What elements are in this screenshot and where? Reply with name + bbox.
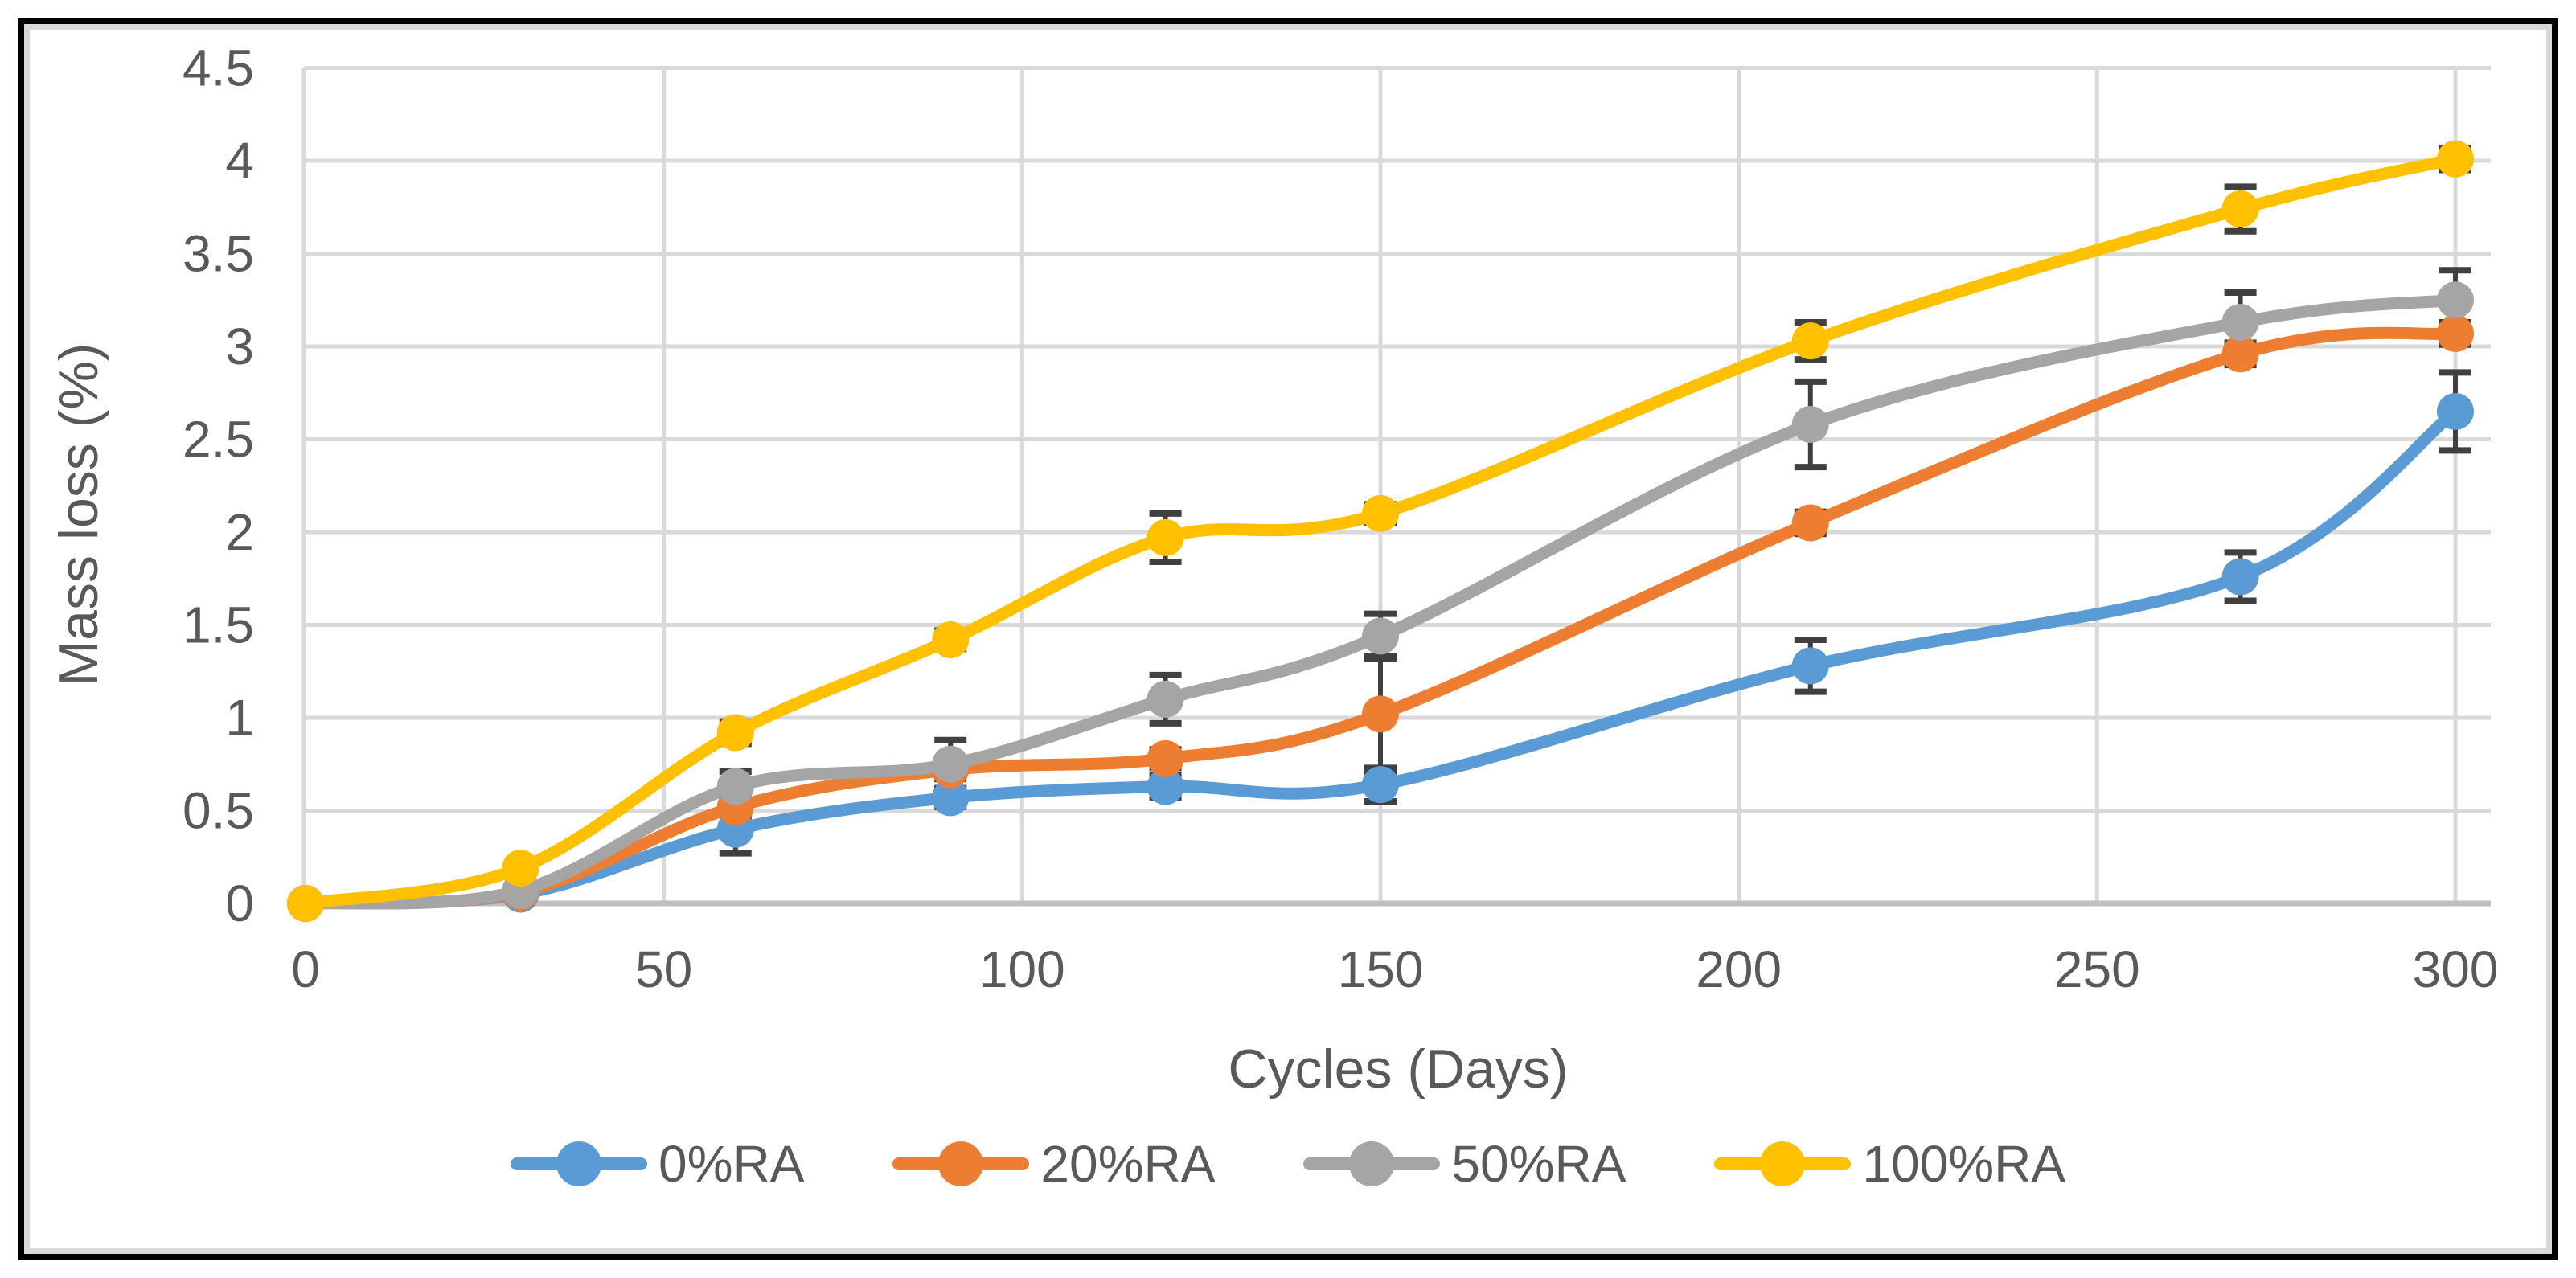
series-line-100%RA	[299, 153, 2462, 910]
series-line-0%RA	[299, 405, 2462, 910]
outer-frame-border	[18, 18, 2558, 1260]
y-tick-label: 2	[225, 503, 254, 561]
data-point-50%RA	[1146, 680, 1184, 718]
x-tick-label: 250	[2054, 940, 2140, 998]
data-point-50%RA	[1791, 406, 1829, 444]
data-point-20%RA	[1361, 695, 1399, 733]
y-tick-label: 3.5	[183, 225, 254, 283]
y-tick-label: 2.5	[183, 411, 254, 469]
x-tick-label: 150	[1338, 940, 1424, 998]
data-point-0%RA	[2221, 558, 2259, 596]
data-point-100%RA	[1146, 518, 1184, 556]
series-line-50%RA	[299, 293, 2462, 910]
data-point-20%RA	[1146, 739, 1184, 777]
y-tick-label: 0	[225, 875, 254, 932]
y-tick-label: 4	[225, 132, 254, 190]
data-point-100%RA	[1791, 322, 1829, 360]
data-point-50%RA	[716, 768, 754, 805]
data-point-20%RA	[2436, 314, 2474, 352]
data-point-100%RA	[287, 885, 324, 922]
data-point-100%RA	[1361, 494, 1399, 532]
legend-marker-20ra-icon	[892, 1141, 1030, 1186]
data-point-0%RA	[932, 779, 970, 817]
x-tick-label: 200	[1696, 940, 1782, 998]
x-tick-label: 100	[979, 940, 1065, 998]
legend-marker-50ra-icon	[1303, 1141, 1441, 1186]
y-axis-title: Mass loss (%)	[48, 342, 109, 686]
y-tick-label: 1	[225, 689, 254, 747]
data-point-0%RA	[1361, 766, 1399, 804]
data-point-0%RA	[1791, 647, 1829, 685]
y-tick-label: 0.5	[183, 782, 254, 840]
series-line-20%RA	[299, 326, 2462, 910]
data-point-0%RA	[1146, 768, 1184, 805]
legend-label-100ra: 100%RA	[1862, 1135, 2065, 1193]
data-point-100%RA	[2436, 140, 2474, 178]
legend: 0%RA 20%RA 50%RA 100%RA	[0, 1124, 2576, 1204]
y-tick-label: 4.5	[183, 39, 254, 97]
legend-label-50ra: 50%RA	[1451, 1135, 1626, 1193]
x-axis-title: Cycles (Days)	[1228, 1038, 1569, 1100]
data-point-100%RA	[932, 621, 970, 658]
legend-item-0ra: 0%RA	[511, 1134, 804, 1194]
legend-label-20ra: 20%RA	[1040, 1135, 1216, 1193]
legend-item-50ra: 50%RA	[1303, 1134, 1626, 1194]
inner-frame-border	[24, 24, 2552, 1254]
data-point-100%RA	[502, 850, 539, 887]
data-point-100%RA	[716, 714, 754, 752]
x-tick-label: 50	[635, 940, 692, 998]
data-point-0%RA	[2436, 392, 2474, 430]
data-point-20%RA	[1791, 504, 1829, 542]
legend-marker-100ra-icon	[1714, 1141, 1852, 1186]
x-tick-label: 300	[2413, 940, 2499, 998]
y-tick-label: 1.5	[183, 596, 254, 654]
data-point-50%RA	[1361, 617, 1399, 655]
data-point-50%RA	[2436, 281, 2474, 319]
data-point-50%RA	[2221, 303, 2259, 341]
data-point-20%RA	[2221, 335, 2259, 373]
legend-marker-0ra-icon	[511, 1141, 647, 1186]
legend-item-20ra: 20%RA	[892, 1134, 1215, 1194]
legend-item-100ra: 100%RA	[1714, 1134, 2065, 1194]
data-point-100%RA	[2221, 190, 2259, 228]
y-tick-label: 3	[225, 317, 254, 375]
x-tick-label: 0	[291, 940, 320, 998]
legend-label-0ra: 0%RA	[658, 1135, 805, 1193]
data-point-50%RA	[932, 745, 970, 783]
